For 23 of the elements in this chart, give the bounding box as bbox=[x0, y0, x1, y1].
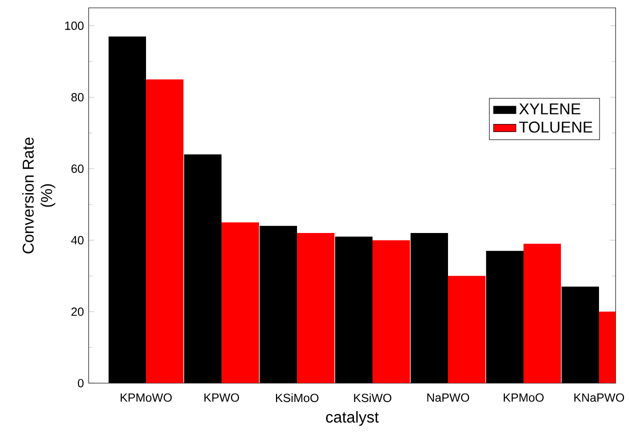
x-axis-title: catalyst bbox=[326, 410, 379, 426]
bar bbox=[146, 79, 184, 383]
y-tick-label: 20 bbox=[71, 307, 84, 316]
bar bbox=[524, 244, 561, 383]
y-tick-label: 60 bbox=[71, 164, 84, 173]
bar bbox=[372, 240, 410, 383]
x-tick-label: KPMoO bbox=[504, 393, 544, 402]
legend-label: XYLENE bbox=[519, 103, 580, 114]
y-tick-label: 100 bbox=[65, 21, 84, 30]
y-tick-label: 80 bbox=[71, 92, 84, 102]
x-tick-label: KSiMoO bbox=[276, 393, 318, 402]
x-tick-label: KNaPWO bbox=[574, 393, 624, 402]
x-tick-label: KPWO bbox=[204, 393, 240, 402]
y-axis-title: Conversion Rate (%) bbox=[22, 137, 56, 254]
legend-label: TOLUENE bbox=[519, 121, 592, 133]
y-tick-label: 40 bbox=[71, 236, 84, 244]
bar bbox=[448, 276, 486, 383]
bar bbox=[222, 222, 259, 383]
bar bbox=[297, 232, 334, 383]
y-tick-label: 0 bbox=[78, 378, 84, 388]
x-tick-label: NaPWO bbox=[427, 393, 470, 402]
x-tick-label: KSiWO bbox=[354, 393, 392, 402]
x-tick-label: KPMoWO bbox=[120, 393, 172, 402]
